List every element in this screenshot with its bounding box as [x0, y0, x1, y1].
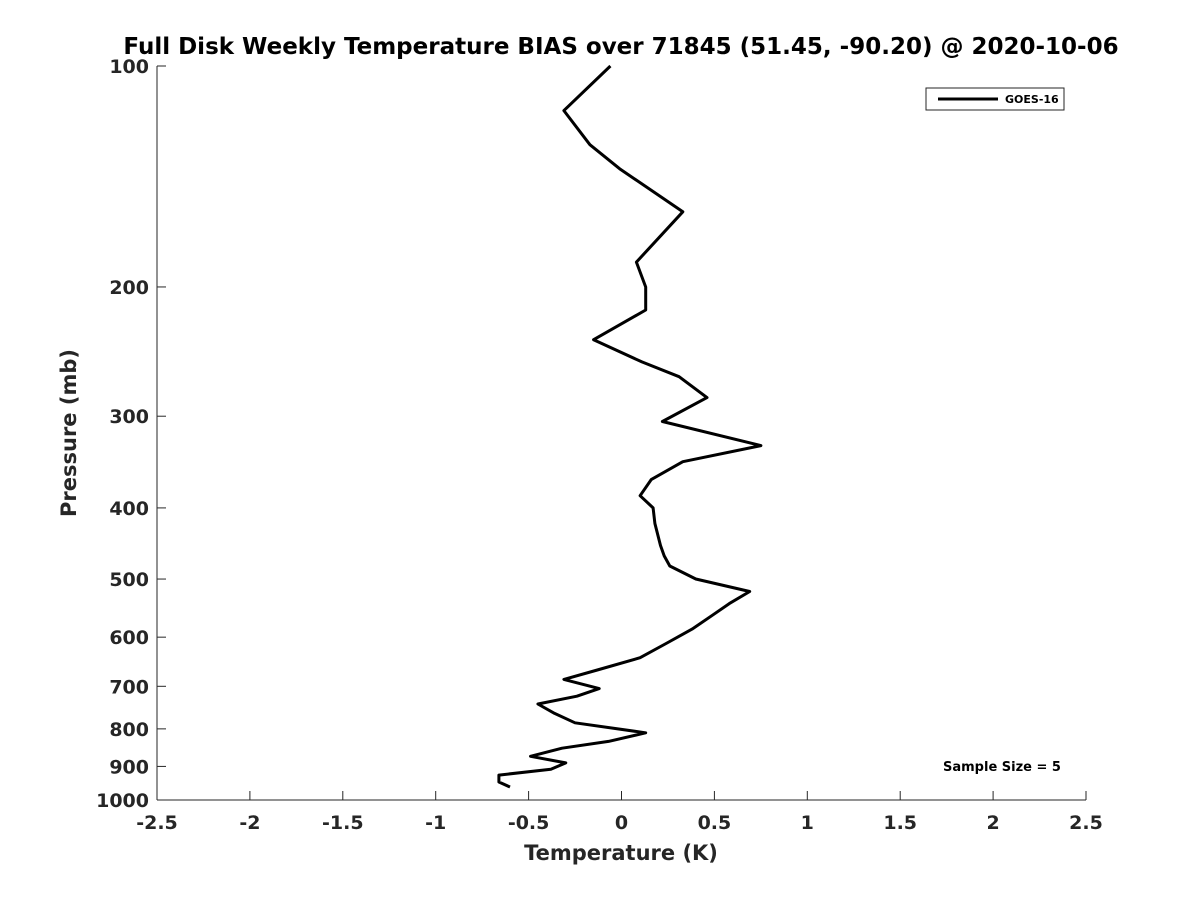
chart-title: Full Disk Weekly Temperature BIAS over 7…: [123, 34, 1118, 60]
x-tick-label: 2.5: [1069, 812, 1103, 834]
y-tick-label: 300: [109, 406, 149, 428]
x-tick-label: 0: [615, 812, 628, 834]
plot-axes: [156, 66, 1086, 801]
series-layer: [497, 64, 763, 789]
x-tick-label: 0.5: [698, 812, 732, 834]
x-tick-label: -1.5: [322, 812, 364, 834]
y-tick-label: 200: [109, 277, 149, 299]
y-tick-label: 500: [109, 569, 149, 591]
y-tick-label: 700: [109, 676, 149, 698]
x-axis-label: Temperature (K): [524, 841, 718, 865]
y-tick-label: 800: [109, 719, 149, 741]
x-tick-label: -0.5: [508, 812, 550, 834]
x-tick-label: -2: [239, 812, 260, 834]
x-tick-label: -1: [425, 812, 446, 834]
chart-legend: GOES-16: [925, 87, 1065, 111]
x-tick-label: 2: [986, 812, 999, 834]
y-tick-label: 600: [109, 627, 149, 649]
y-tick-label: 1000: [96, 790, 149, 812]
series-line-goes-16: [497, 64, 763, 789]
y-tick-label: 100: [109, 56, 149, 78]
y-axis-ticks: 100 200 300 400 500 600 700 800 900 1000: [96, 56, 166, 812]
x-tick-label: 1: [801, 812, 814, 834]
y-tick-label: 400: [109, 498, 149, 520]
x-tick-label: -2.5: [136, 812, 178, 834]
legend-label-goes-16: GOES-16: [1005, 93, 1059, 106]
sample-size-annotation: Sample Size = 5: [943, 760, 1061, 775]
x-axis-ticks: -2.5 -2 -1.5 -1 -0.5 0 0.5 1 1.5 2 2.5: [136, 791, 1103, 834]
y-tick-label: 900: [109, 756, 149, 778]
y-axis-label: Pressure (mb): [57, 349, 81, 517]
x-tick-label: 1.5: [883, 812, 917, 834]
